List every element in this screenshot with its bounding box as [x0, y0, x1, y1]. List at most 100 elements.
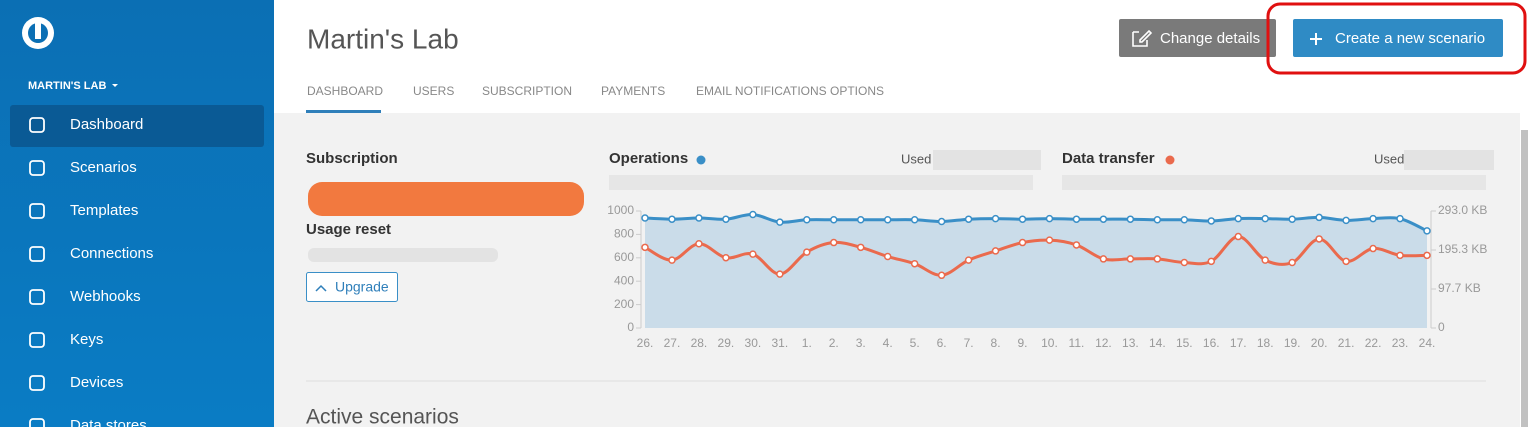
x-tick-label: 5.	[910, 336, 920, 350]
x-tick-label: 31.	[771, 336, 788, 350]
point	[1234, 232, 1242, 241]
y2-tick-label: 97.7 KB	[1438, 281, 1481, 295]
y2-tick-label: 195.3 KB	[1438, 242, 1487, 256]
y2-tick-label: 0	[1438, 320, 1445, 334]
used-label: Used	[901, 151, 931, 166]
point	[883, 252, 892, 261]
series-heading: Data transfer	[1062, 150, 1155, 167]
nav-icon	[29, 203, 45, 219]
x-tick-label: 16.	[1203, 336, 1220, 350]
highlight	[1266, 2, 1527, 75]
caret	[112, 84, 118, 87]
x-tick-label: 12.	[1095, 336, 1112, 350]
x-tick-label: 24.	[1419, 336, 1436, 350]
x-tick-label: 22.	[1365, 336, 1382, 350]
nav-item[interactable]: Dashboard	[70, 116, 143, 133]
point	[1126, 255, 1135, 263]
point	[668, 256, 676, 264]
nav-icon	[29, 246, 45, 262]
point	[749, 210, 757, 219]
x-tick-label: 6.	[937, 336, 947, 350]
point	[1018, 238, 1027, 247]
point	[1396, 251, 1404, 260]
point	[1180, 216, 1189, 224]
point	[1342, 257, 1350, 266]
point	[1396, 214, 1404, 223]
series-heading: Operations	[609, 150, 688, 167]
point	[776, 218, 784, 226]
nav-icon	[29, 418, 45, 432]
x-tick-label: 23.	[1392, 336, 1409, 350]
create-scenario-button[interactable]	[1293, 19, 1503, 57]
nav-icon	[29, 160, 45, 176]
upgrade-label: Upgrade	[335, 279, 389, 295]
point	[1207, 257, 1216, 266]
tab[interactable]: EMAIL NOTIFICATIONS OPTIONS	[696, 84, 884, 98]
point	[641, 243, 649, 252]
y-tick-label: 200	[614, 297, 634, 311]
blurred-plan	[308, 182, 584, 216]
x-tick-label: 11.	[1069, 336, 1085, 350]
upgrade-icon	[315, 284, 327, 292]
point	[1099, 255, 1108, 263]
x-tick-label: 27.	[664, 336, 681, 350]
y-tick-label: 400	[614, 273, 634, 287]
nav-icon	[29, 332, 45, 348]
tabs: DASHBOARD USERS SUBSCRIPTION PAYMENTS EMAIL …	[307, 84, 884, 98]
legend-dot	[696, 155, 706, 165]
x-tick-label: 30.	[745, 336, 762, 350]
x-tick-label: 28.	[691, 336, 708, 350]
nav-item[interactable]: Devices	[70, 374, 123, 391]
point	[883, 216, 892, 224]
point	[749, 250, 757, 258]
nav-item[interactable]: Scenarios	[70, 159, 137, 176]
tab[interactable]: DASHBOARD	[307, 84, 383, 98]
point	[1423, 227, 1431, 235]
upgrade-button[interactable]	[306, 272, 398, 302]
blurred-date	[308, 248, 498, 262]
change-details-button[interactable]	[1119, 19, 1276, 57]
y-tick-label: 600	[614, 250, 634, 264]
progress-track	[1062, 175, 1486, 190]
point	[1369, 244, 1377, 253]
usage-reset-title: Usage reset	[306, 221, 391, 238]
point	[1207, 217, 1216, 225]
nav-item[interactable]: Connections	[70, 245, 153, 262]
x-tick-label: 1.	[802, 336, 812, 350]
tab[interactable]: PAYMENTS	[601, 84, 665, 98]
point	[1288, 215, 1296, 223]
point	[1423, 251, 1431, 260]
point	[856, 216, 865, 224]
logo	[22, 17, 54, 49]
nav-item[interactable]: Webhooks	[70, 288, 141, 305]
blurred-used	[1404, 150, 1494, 170]
nav-item[interactable]: Keys	[70, 331, 103, 348]
point	[1018, 215, 1027, 223]
org-name[interactable]: MARTIN'S LAB	[28, 80, 106, 92]
point	[830, 216, 838, 224]
x-tick-label: 20.	[1311, 336, 1328, 350]
scrollbar-thumb[interactable]	[1521, 130, 1528, 427]
point	[964, 215, 973, 223]
point	[1072, 215, 1081, 223]
point	[1315, 213, 1323, 222]
tab-underline	[306, 110, 381, 113]
point	[641, 214, 649, 222]
nav-item[interactable]: Data stores	[70, 417, 147, 432]
y2-tick-label: 293.0 KB	[1438, 203, 1487, 217]
point	[1045, 236, 1054, 244]
point	[830, 238, 838, 247]
x-tick-label: 29.	[718, 336, 735, 350]
nav: Dashboard Scenarios Templates Connections We…	[29, 116, 153, 432]
change-details-label: Change details	[1160, 30, 1260, 47]
point	[991, 247, 1000, 255]
nav-item[interactable]: Templates	[70, 202, 138, 219]
tab[interactable]: USERS	[413, 84, 454, 98]
x-tick-label: 4.	[883, 336, 893, 350]
point	[803, 216, 811, 224]
x-tick-label: 19.	[1284, 336, 1301, 350]
plus-icon	[1310, 33, 1322, 45]
point	[937, 271, 946, 280]
point	[1261, 214, 1269, 223]
tab[interactable]: SUBSCRIPTION	[482, 84, 572, 98]
